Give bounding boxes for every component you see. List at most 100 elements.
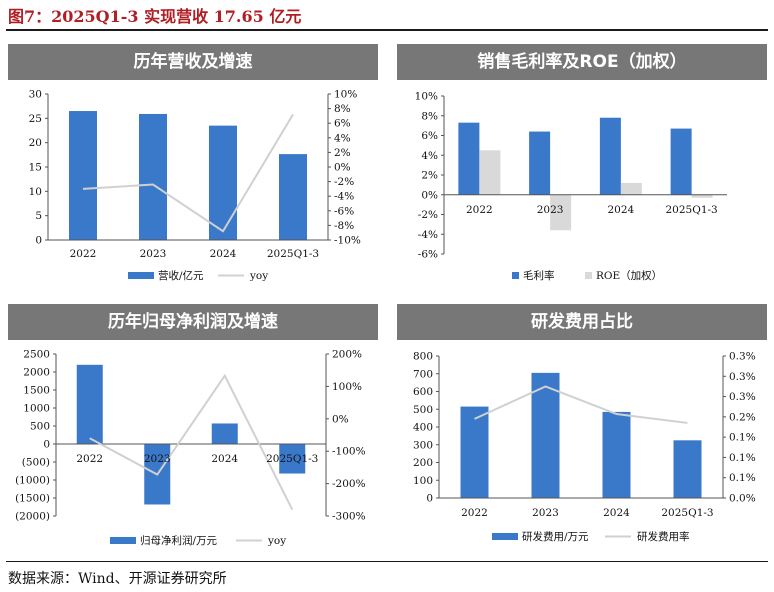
bar-primary — [458, 122, 480, 195]
right-axis-tick-label: 4% — [334, 132, 351, 144]
left-axis-tick-label: 200 — [413, 457, 433, 469]
bar-secondary — [620, 182, 642, 195]
left-axis-tick-label: 600 — [413, 386, 433, 398]
bar-primary — [599, 117, 621, 195]
panel-title: 历年营收及增速 — [8, 44, 378, 80]
legend-label: 归母净利润/万元 — [140, 534, 218, 547]
bar-secondary — [479, 150, 501, 195]
bar-primary — [76, 364, 103, 444]
category-label: 2025Q1-3 — [661, 507, 713, 519]
legend-label: yoy — [267, 535, 286, 547]
category-label: 2022 — [70, 248, 97, 260]
left-axis-tick-label: 5 — [35, 210, 42, 222]
rnd-expense-chart-panel: 研发费用占比 0 100 200 300 400 500 600 700 800 0.0% 0.1%… — [397, 304, 767, 556]
left-axis-tick-label: 25 — [29, 113, 42, 125]
bottom-rule — [6, 561, 768, 562]
top-rule — [6, 29, 768, 31]
left-axis-tick-label: 6% — [421, 130, 438, 142]
panel-title: 销售毛利率及ROE（加权） — [397, 44, 767, 80]
left-axis-tick-label: 20 — [29, 137, 42, 149]
legend-label: 营收/亿元 — [158, 269, 204, 282]
left-axis-tick-label: 15 — [29, 162, 42, 174]
revenue-chart: 0 5 10 15 20 25 30 -10% -8% -6% -4% -2% 0% 2% 4% 6% 8% 10… — [29, 89, 361, 283]
legend-label: 研发费用/万元 — [522, 530, 589, 543]
category-label: 2023 — [532, 507, 559, 519]
category-label: 2023 — [144, 453, 171, 465]
right-axis-tick-label: 0.1% — [729, 452, 756, 464]
rnd-expense-chart: 0 100 200 300 400 500 600 700 800 0.0% 0.1% 0.1% 0.1… — [413, 351, 756, 544]
bar-primary — [211, 423, 238, 444]
category-label: 2022 — [466, 204, 493, 216]
right-axis-tick-label: -200% — [332, 478, 366, 490]
legend-label: 研发费用率 — [637, 530, 690, 543]
right-axis-tick-label: -300% — [332, 511, 366, 523]
left-axis-tick-label: 100 — [413, 475, 433, 487]
right-axis-tick-label: 0.1% — [729, 432, 756, 444]
bar-primary — [279, 444, 306, 474]
right-axis-tick-label: -10% — [334, 235, 361, 247]
category-label: 2024 — [211, 453, 238, 465]
category-label: 2024 — [210, 248, 237, 260]
left-axis-tick-label: 10% — [415, 91, 438, 103]
right-axis-tick-label: 200% — [332, 349, 362, 361]
right-axis-tick-label: 0% — [334, 162, 351, 174]
panel-title: 历年归母净利润及增速 — [8, 304, 378, 340]
net-profit-chart-panel: 历年归母净利润及增速 (2000) (1500) (1000) (500) 0 500 10… — [8, 304, 378, 556]
legend-swatch — [110, 537, 136, 544]
left-axis-tick-label: 400 — [413, 422, 433, 434]
right-axis-tick-label: -2% — [334, 176, 354, 188]
right-axis-tick-label: -6% — [334, 205, 354, 217]
right-axis-tick-label: -100% — [332, 446, 366, 458]
left-axis-tick-label: (1500) — [15, 493, 50, 505]
left-axis-tick-label: 1000 — [23, 403, 50, 415]
series-line — [474, 385, 688, 424]
right-axis-tick-label: 10% — [334, 89, 357, 101]
category-label: 2025Q1-3 — [267, 248, 319, 260]
category-label: 2022 — [461, 507, 488, 519]
category-label: 2023 — [537, 204, 564, 216]
bar-primary — [460, 406, 489, 498]
left-axis-tick-label: 500 — [30, 421, 50, 433]
right-axis-tick-label: 2% — [334, 147, 351, 159]
left-axis-tick-label: 8% — [421, 110, 438, 122]
right-axis-tick-label: 0.2% — [729, 411, 756, 423]
right-axis-tick-label: 8% — [334, 103, 351, 115]
left-axis-tick-label: 500 — [413, 404, 433, 416]
legend-swatch — [128, 272, 154, 279]
left-axis-tick-label: 300 — [413, 439, 433, 451]
left-axis-tick-label: 700 — [413, 368, 433, 380]
right-axis-tick-label: 0.3% — [729, 391, 756, 403]
right-axis-tick-label: 0.1% — [729, 472, 756, 484]
bar-primary — [279, 154, 307, 240]
legend-label: yoy — [249, 270, 268, 282]
margin-roe-chart: -6% -4% -2% 0% 2% 4% 6% 8% 10% 2022 2023 2024 2025Q1… — [415, 91, 727, 282]
left-axis-tick-label: -2% — [418, 209, 438, 221]
left-axis-tick-label: 800 — [413, 351, 433, 363]
bar-secondary — [550, 194, 572, 231]
legend-label: ROE（加权） — [596, 269, 662, 282]
right-axis-tick-label: 0.3% — [729, 351, 756, 363]
left-axis-tick-label: 30 — [29, 89, 42, 101]
right-axis-tick-label: 0% — [332, 413, 349, 425]
legend-label: 毛利率 — [523, 269, 555, 282]
series-line — [82, 113, 294, 233]
bar-primary — [69, 111, 97, 241]
bar-primary — [529, 131, 551, 195]
bar-primary — [531, 372, 560, 498]
margin-roe-chart-panel: 销售毛利率及ROE（加权） -6% -4% -2% 0% 2% 4% 6% 8% 10% 2022… — [397, 44, 767, 290]
left-axis-tick-label: -4% — [418, 229, 438, 241]
left-axis-tick-label: (500) — [22, 457, 50, 469]
source-note: 数据来源：Wind、开源证券研究所 — [8, 571, 227, 587]
legend-swatch — [492, 533, 518, 540]
net-profit-chart: (2000) (1500) (1000) (500) 0 500 1000 1500 2000 2… — [15, 349, 366, 548]
bar-primary — [602, 411, 631, 498]
left-axis-tick-label: 4% — [421, 150, 438, 162]
left-axis-tick-label: 2000 — [23, 367, 50, 379]
panel-title: 研发费用占比 — [397, 304, 767, 340]
left-axis-tick-label: 0 — [43, 439, 50, 451]
bar-secondary — [691, 194, 713, 198]
right-axis-tick-label: 6% — [334, 118, 351, 130]
left-axis-tick-label: 0% — [421, 189, 438, 201]
category-label: 2022 — [76, 453, 103, 465]
left-axis-tick-label: 0 — [35, 235, 42, 247]
